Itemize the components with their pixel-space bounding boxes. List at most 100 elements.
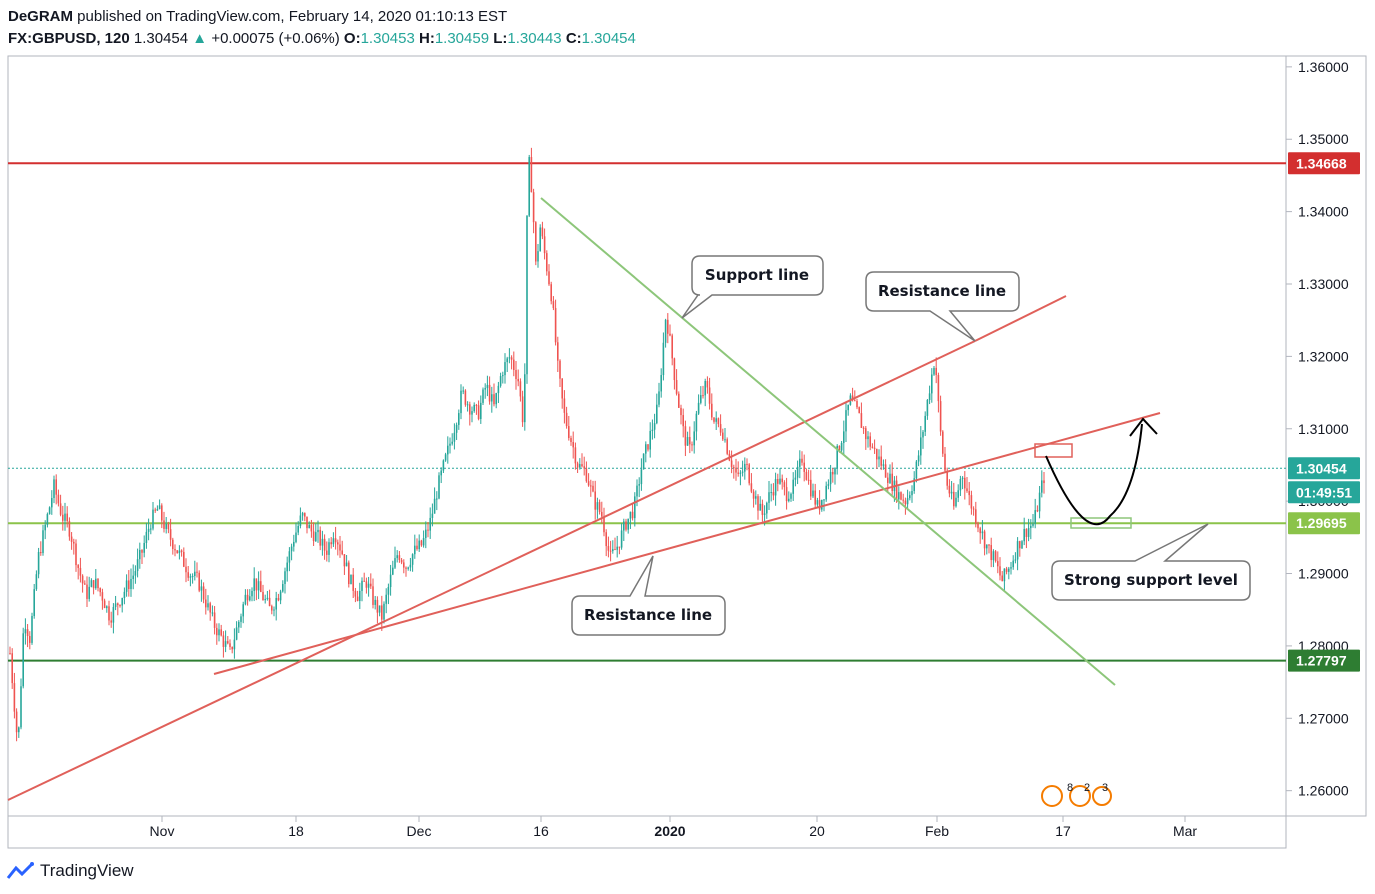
lower-resistance-line[interactable] [213, 412, 1161, 675]
candle-332 [739, 470, 742, 486]
candle-100 [229, 639, 231, 650]
candle-287 [640, 458, 643, 491]
candle-441 [979, 526, 981, 544]
candle-336 [748, 463, 750, 486]
candle-64 [150, 524, 152, 535]
candle-40 [97, 578, 99, 592]
candle-455 [1010, 561, 1012, 575]
candle-295 [658, 382, 660, 408]
candle-209 [469, 401, 471, 426]
candle-198 [444, 452, 447, 462]
resistance-line-callout-top[interactable]: Resistance line [865, 271, 1020, 342]
candle-11 [33, 583, 35, 619]
candle-228 [510, 355, 513, 370]
x-tick-label-8: Mar [1173, 823, 1197, 839]
events-badge[interactable]: 8 2 3 [1041, 782, 1112, 807]
candle-17 [46, 512, 49, 528]
candle-102 [233, 628, 236, 659]
candle-188 [422, 530, 425, 548]
price-axis[interactable] [1285, 55, 1367, 817]
descending-support-line[interactable] [540, 197, 1116, 686]
support-target-box[interactable] [1070, 517, 1132, 529]
candle-105 [240, 613, 242, 628]
candle-301 [671, 333, 673, 366]
candle-454 [1008, 566, 1010, 580]
support-line-callout[interactable]: Support line [681, 255, 824, 319]
candle-39 [95, 568, 97, 590]
candle-214 [480, 395, 482, 424]
strong-support-callout[interactable]: Strong support level [1051, 523, 1251, 601]
candle-215 [482, 387, 484, 406]
candle-36 [88, 576, 90, 602]
candle-412 [915, 460, 918, 483]
candle-38 [92, 579, 95, 595]
candle-256 [572, 431, 574, 459]
resistance-target-box[interactable] [1034, 443, 1073, 458]
candle-275 [614, 537, 616, 551]
candle-442 [981, 520, 984, 540]
candle-197 [442, 459, 445, 473]
candle-7 [24, 618, 27, 645]
candle-464 [1030, 519, 1032, 540]
candle-243 [543, 228, 546, 260]
candle-201 [451, 433, 453, 446]
footer-brand[interactable]: TradingView [6, 858, 134, 884]
projection-arrow-path[interactable] [1045, 423, 1143, 526]
candle-359 [799, 450, 801, 479]
resistance-line-label-bottom: Resistance line [584, 606, 712, 624]
plot-area[interactable] [7, 55, 1287, 817]
last-price: 1.30454 [133, 30, 189, 47]
candle-385 [856, 398, 858, 410]
candle-249 [557, 336, 559, 373]
candle-414 [920, 425, 922, 465]
candle-238 [532, 188, 535, 234]
candle-122 [277, 593, 280, 602]
candle-186 [418, 534, 420, 552]
candle-220 [493, 383, 495, 407]
candle-205 [460, 384, 462, 420]
candle-246 [550, 281, 552, 305]
candle-320 [713, 417, 715, 424]
candle-221 [495, 392, 497, 409]
candle-69 [161, 503, 163, 529]
candle-364 [810, 470, 812, 501]
time-axis[interactable] [7, 815, 1287, 849]
candle-468 [1038, 486, 1041, 519]
strong-support-label: Strong support level [1064, 571, 1238, 589]
rising-trend-line-extension[interactable] [974, 295, 1067, 342]
candle-42 [101, 588, 104, 610]
resistance-line-callout-bottom[interactable]: Resistance line [571, 555, 726, 636]
candle-374 [832, 467, 834, 483]
candle-174 [392, 560, 394, 576]
rising-trend-line[interactable] [7, 340, 976, 801]
candle-387 [860, 402, 863, 428]
candle-270 [603, 507, 605, 537]
candle-28 [70, 532, 73, 550]
candle-12 [35, 570, 38, 591]
y-tick-label-10: 1.26000 [1298, 783, 1349, 799]
candle-319 [711, 393, 713, 421]
candle-156 [352, 568, 354, 598]
candle-358 [796, 460, 799, 485]
resistance-level-label-bg [1288, 152, 1360, 175]
author-name[interactable]: DeGRAM [8, 8, 74, 25]
candle-470 [1043, 472, 1045, 494]
candle-331 [737, 461, 739, 477]
candle-131 [297, 521, 299, 536]
candle-467 [1036, 505, 1039, 513]
candle-75 [174, 544, 176, 557]
candle-49 [117, 602, 119, 616]
candle-5 [20, 678, 22, 730]
candle-248 [554, 299, 557, 346]
candle-87 [200, 579, 203, 602]
candle-57 [134, 565, 137, 584]
candle-434 [964, 471, 966, 500]
lower-support-level-label-bg [1288, 649, 1360, 672]
symbol-interval[interactable]: FX:GBPUSD, 120 [8, 30, 130, 47]
candle-290 [647, 444, 649, 452]
candle-147 [332, 532, 335, 547]
candle-95 [218, 623, 220, 642]
candle-196 [440, 467, 442, 484]
candle-437 [970, 490, 973, 515]
